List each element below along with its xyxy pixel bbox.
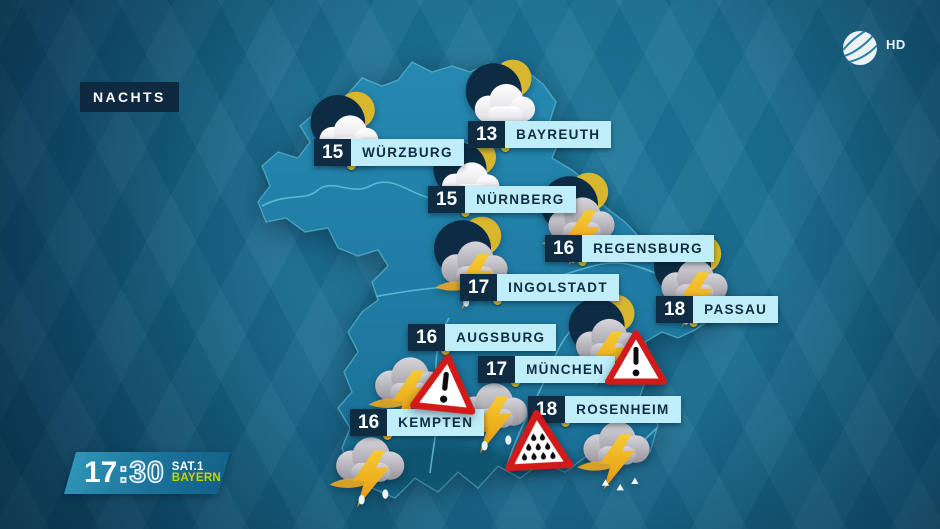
weather-icon-night-thunder bbox=[423, 212, 515, 320]
city-name: INGOLSTADT bbox=[497, 274, 619, 301]
temperature-value: 17 bbox=[460, 274, 498, 301]
warning-triangle-exclamation bbox=[605, 330, 667, 391]
sat1-ball-logo-icon bbox=[843, 31, 877, 65]
station-block: SAT.1 BAYERN bbox=[171, 461, 222, 484]
temperature-value: 16 bbox=[408, 324, 446, 351]
city-row-ingolstadt: 17 INGOLSTADT bbox=[460, 274, 619, 301]
clock-band: 17 :30 SAT.1 BAYERN bbox=[63, 452, 231, 494]
city-name: MÜNCHEN bbox=[515, 356, 616, 383]
city-name: ROSENHEIM bbox=[565, 396, 681, 423]
city-row-m-nchen: 17 MÜNCHEN bbox=[478, 356, 616, 383]
temperature-value: 15 bbox=[314, 139, 352, 166]
city-name: BAYREUTH bbox=[505, 121, 612, 148]
warning-triangle-exclamation bbox=[409, 351, 481, 422]
city-row-bayreuth: 13 BAYREUTH bbox=[468, 121, 612, 148]
station-region: BAYERN bbox=[171, 472, 222, 484]
channel-branding: HD bbox=[838, 24, 906, 70]
hd-label: HD bbox=[886, 36, 906, 52]
city-row-augsburg: 16 AUGSBURG bbox=[408, 324, 557, 351]
temperature-value: 13 bbox=[468, 121, 506, 148]
temperature-value: 18 bbox=[656, 296, 694, 323]
temperature-value: 17 bbox=[478, 356, 516, 383]
clock-content: 17 :30 SAT.1 BAYERN bbox=[70, 452, 224, 494]
weather-icon-storm bbox=[317, 407, 412, 518]
city-row-n-rnberg: 15 NÜRNBERG bbox=[428, 186, 576, 213]
city-row-w-rzburg: 15 WÜRZBURG bbox=[314, 139, 464, 166]
city-name: NÜRNBERG bbox=[465, 186, 576, 213]
weather-icon-storm-hail bbox=[565, 392, 657, 500]
city-row-passau: 18 PASSAU bbox=[656, 296, 779, 323]
city-name: WÜRZBURG bbox=[351, 139, 464, 166]
city-name: PASSAU bbox=[693, 296, 779, 323]
weather-icon-moon-cloud-rain bbox=[455, 55, 545, 161]
clock-minutes: :30 bbox=[118, 455, 166, 490]
clock-hours: 17 bbox=[84, 456, 118, 489]
city-name: AUGSBURG bbox=[445, 324, 557, 351]
temperature-value: 15 bbox=[428, 186, 466, 213]
city-row-regensburg: 16 REGENSBURG bbox=[545, 235, 714, 262]
temperature-value: 16 bbox=[350, 409, 388, 436]
river-line bbox=[261, 181, 431, 207]
city-name: REGENSBURG bbox=[582, 235, 714, 262]
temperature-value: 16 bbox=[545, 235, 583, 262]
warning-triangle-hail bbox=[502, 409, 574, 478]
daypart-badge: NACHTS bbox=[80, 82, 179, 112]
